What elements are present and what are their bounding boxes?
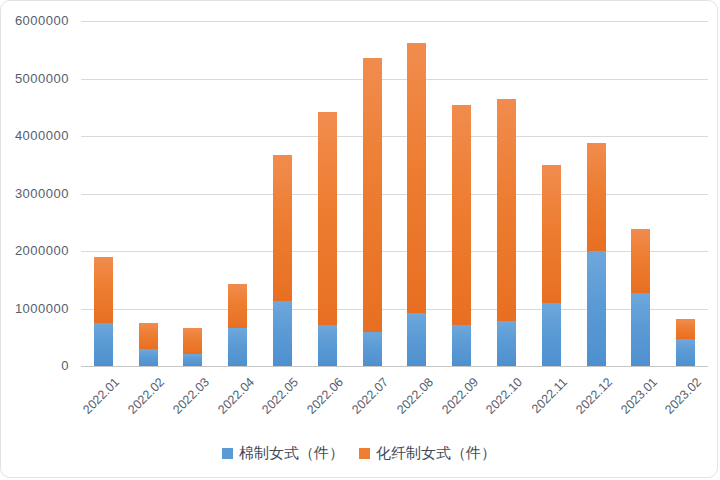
x-tick-label: 2022.09: [439, 375, 481, 417]
x-tick-label: 2022.05: [260, 375, 302, 417]
bar-segment-chemfiber-2023.02: [676, 319, 695, 339]
legend-item-chemfiber: 化纤制女式（件）: [359, 444, 496, 463]
bar-segment-cotton-2022.03: [183, 354, 202, 366]
bar-segment-chemfiber-2022.05: [273, 155, 292, 301]
legend-item-cotton: 棉制女式（件）: [222, 444, 344, 463]
bar-segment-chemfiber-2022.10: [497, 99, 516, 321]
x-tick-label: 2023.01: [618, 375, 660, 417]
bar-segment-chemfiber-2022.01: [94, 257, 113, 323]
bar-segment-chemfiber-2022.09: [452, 105, 471, 325]
bar-segment-chemfiber-2022.02: [139, 323, 158, 349]
y-gridline: [81, 21, 708, 22]
x-tick-label: 2022.03: [170, 375, 212, 417]
legend-label: 棉制女式（件）: [239, 444, 344, 463]
y-gridline: [81, 309, 708, 310]
bar-segment-cotton-2022.07: [363, 332, 382, 366]
y-tick-label: 5000000: [7, 71, 69, 86]
chart-frame: 0 1000000 2000000 3000000 4000000 5000000 6000…: [0, 0, 718, 478]
x-tick-label: 2022.08: [394, 375, 436, 417]
x-tick-label: 2022.01: [80, 375, 122, 417]
y-tick-label: 6000000: [7, 13, 69, 28]
legend: 棉制女式（件） 化纤制女式（件）: [1, 444, 717, 463]
y-gridline: [81, 136, 708, 137]
x-tick-label: 2022.10: [484, 375, 526, 417]
bar-segment-cotton-2022.11: [542, 303, 561, 366]
bar-segment-cotton-2022.05: [273, 301, 292, 366]
x-tick-label: 2023.02: [663, 375, 705, 417]
plot-area: 0 1000000 2000000 3000000 4000000 5000000 6000…: [1, 1, 718, 478]
y-gridline: [81, 79, 708, 80]
bar-segment-chemfiber-2022.06: [318, 112, 337, 325]
bar-segment-cotton-2022.09: [452, 325, 471, 366]
bar-segment-cotton-2023.02: [676, 339, 695, 366]
legend-label: 化纤制女式（件）: [376, 444, 496, 463]
bar-segment-cotton-2023.01: [631, 293, 650, 366]
y-tick-label: 0: [7, 358, 69, 373]
bar-segment-chemfiber-2023.01: [631, 229, 650, 293]
x-tick-label: 2022.06: [304, 375, 346, 417]
bar-segment-cotton-2022.01: [94, 323, 113, 366]
y-gridline: [81, 251, 708, 252]
bar-segment-cotton-2022.04: [228, 328, 247, 366]
bar-segment-cotton-2022.02: [139, 349, 158, 366]
bar-segment-cotton-2022.12: [587, 251, 606, 366]
bar-segment-chemfiber-2022.11: [542, 165, 561, 303]
bar-segment-chemfiber-2022.07: [363, 58, 382, 332]
bar-segment-chemfiber-2022.03: [183, 328, 202, 354]
x-tick-label: 2022.11: [529, 375, 570, 416]
x-axis-line: [81, 366, 708, 367]
y-tick-label: 4000000: [7, 128, 69, 143]
y-tick-label: 3000000: [7, 186, 69, 201]
legend-swatch-icon: [359, 448, 370, 459]
legend-swatch-icon: [222, 448, 233, 459]
y-gridline: [81, 194, 708, 195]
x-tick-label: 2022.12: [573, 375, 615, 417]
bar-segment-chemfiber-2022.12: [587, 143, 606, 251]
x-tick-label: 2022.07: [349, 375, 391, 417]
y-tick-label: 1000000: [7, 301, 69, 316]
bar-segment-cotton-2022.08: [407, 313, 426, 366]
x-tick-label: 2022.04: [215, 375, 257, 417]
bar-segment-chemfiber-2022.08: [407, 43, 426, 313]
bar-segment-cotton-2022.06: [318, 325, 337, 366]
x-tick-label: 2022.02: [125, 375, 167, 417]
y-tick-label: 2000000: [7, 243, 69, 258]
bar-segment-chemfiber-2022.04: [228, 284, 247, 328]
bar-segment-cotton-2022.10: [497, 321, 516, 366]
